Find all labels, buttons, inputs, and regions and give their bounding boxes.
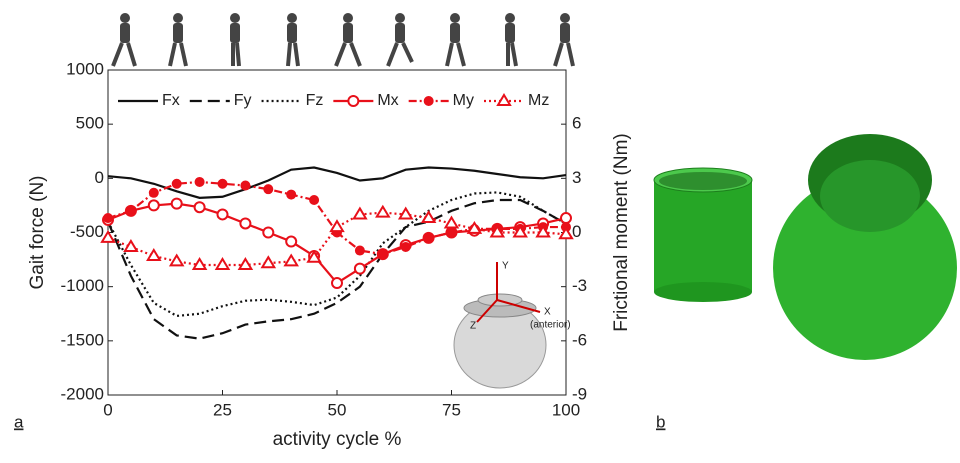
legend-label: Mz — [528, 92, 549, 109]
marker — [148, 250, 160, 260]
marker — [378, 250, 387, 259]
panel-label: a — [14, 412, 24, 431]
marker — [424, 233, 433, 242]
x-tick-label: 75 — [442, 400, 461, 419]
marker — [171, 255, 183, 265]
marker — [195, 202, 205, 212]
cylinder-model — [654, 168, 752, 302]
legend-label: My — [453, 92, 474, 109]
marker — [355, 246, 364, 255]
walking-figures — [113, 13, 573, 66]
series-line — [108, 182, 566, 254]
marker — [217, 259, 229, 269]
x-tick-label: 100 — [552, 400, 580, 419]
inset-label: X — [544, 307, 551, 318]
marker — [104, 214, 113, 223]
legend-label: Mx — [377, 92, 398, 109]
marker — [332, 278, 342, 288]
marker — [401, 242, 410, 251]
inset-label: (anterior) — [530, 320, 571, 331]
legend-label: Fz — [306, 92, 324, 109]
legend-marker — [424, 97, 433, 106]
x-axis-label: activity cycle % — [273, 429, 402, 450]
marker — [354, 208, 366, 218]
marker — [310, 196, 319, 205]
marker — [264, 185, 273, 194]
y2-tick-label: 0 — [572, 222, 581, 241]
sphere-model — [773, 134, 957, 360]
y-tick-label: 500 — [76, 114, 104, 133]
x-tick-label: 25 — [213, 400, 232, 419]
marker — [149, 188, 158, 197]
figure: -2000-1500-1000-50005001000-9-6-30360255… — [0, 0, 960, 458]
y2-tick-label: -3 — [572, 276, 587, 295]
marker — [149, 200, 159, 210]
marker — [262, 257, 274, 267]
legend-label: Fy — [234, 92, 252, 109]
y2-tick-label: -6 — [572, 330, 587, 349]
y-tick-label: -1000 — [61, 276, 104, 295]
inset-label: Z — [470, 321, 476, 332]
marker — [172, 199, 182, 209]
inset-label: Y — [502, 261, 509, 272]
marker — [560, 228, 572, 238]
y2-axis-label: Frictional moment (Nm) — [611, 133, 632, 331]
marker — [561, 213, 571, 223]
marker — [126, 206, 135, 215]
x-tick-label: 50 — [328, 400, 347, 419]
marker — [446, 217, 458, 227]
marker — [172, 179, 181, 188]
marker — [241, 181, 250, 190]
y-tick-label: -500 — [70, 222, 104, 241]
marker — [377, 207, 389, 217]
y2-tick-label: 3 — [572, 168, 581, 187]
marker — [263, 228, 273, 238]
x-tick-label: 0 — [103, 400, 112, 419]
marker — [287, 190, 296, 199]
marker — [195, 177, 204, 186]
marker — [218, 179, 227, 188]
y2-tick-label: 6 — [572, 114, 581, 133]
y-tick-label: 1000 — [66, 59, 104, 78]
y-tick-label: -2000 — [61, 384, 104, 403]
marker — [331, 221, 343, 231]
legend-label: Fx — [162, 92, 180, 109]
y-tick-label: -1500 — [61, 330, 104, 349]
marker — [355, 264, 365, 274]
panel-label: b — [656, 412, 665, 431]
y-axis-label: Gait force (N) — [27, 175, 48, 289]
y-tick-label: 0 — [95, 168, 104, 187]
legend-marker — [348, 96, 358, 106]
marker — [218, 209, 228, 219]
marker — [240, 218, 250, 228]
marker — [286, 237, 296, 247]
marker — [447, 228, 456, 237]
